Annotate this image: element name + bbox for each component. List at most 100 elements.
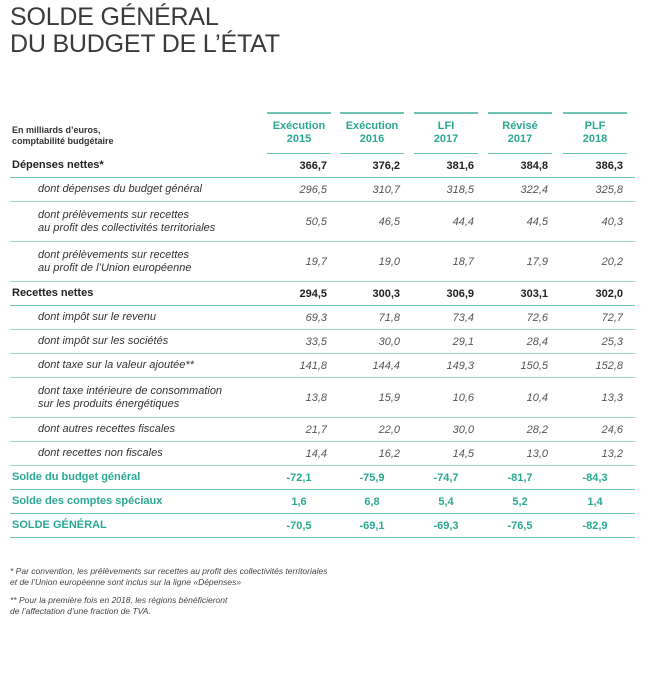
table-cell: 30,0 xyxy=(378,335,400,348)
table-cell: 6,8 xyxy=(364,495,380,508)
table-cell: 144,4 xyxy=(372,359,400,372)
table-cell: 28,2 xyxy=(526,423,548,436)
footnote-line: * Par convention, les prélèvements sur r… xyxy=(10,566,328,576)
row-label-line: dont recettes non fiscales xyxy=(38,447,163,459)
table-cell: 294,5 xyxy=(299,287,327,300)
table-cell: 19,0 xyxy=(378,255,400,268)
table-cell: 386,3 xyxy=(595,159,623,172)
row-label-line: dont taxe sur la valeur ajoutée** xyxy=(38,359,194,371)
row-label: dont impôt sur le revenu xyxy=(10,311,260,324)
table-cell: 149,3 xyxy=(446,359,474,372)
table-cell: 69,3 xyxy=(305,311,327,324)
table-cell: 1,6 xyxy=(291,495,307,508)
table-cell: 376,2 xyxy=(372,159,400,172)
table-row: dont impôt sur les sociétés 33,5 30,0 29,1 2… xyxy=(10,330,635,354)
row-label: dont prélèvements sur recettes au profit … xyxy=(10,209,260,235)
column-header-line: Exécution xyxy=(345,120,399,132)
unit-line-1: En milliards d’euros, xyxy=(12,125,101,135)
table-cell: 296,5 xyxy=(299,183,327,196)
column-header: Exécution 2015 xyxy=(267,112,331,154)
table-cell: 322,4 xyxy=(520,183,548,196)
column-header: Exécution 2016 xyxy=(340,112,404,154)
table-cell: -74,7 xyxy=(433,471,459,484)
table-cell: 5,4 xyxy=(438,495,454,508)
table-cell: 16,2 xyxy=(378,447,400,460)
table-cell: -81,7 xyxy=(507,471,533,484)
footnote-line: ** Pour la première fois en 2018, les ré… xyxy=(10,595,228,605)
row-label: dont dépenses du budget général xyxy=(10,183,260,196)
table-cell: -84,3 xyxy=(582,471,608,484)
row-label-line: dont prélèvements sur recettes xyxy=(38,208,190,221)
table-cell: 13,2 xyxy=(601,447,623,460)
table-row: dont impôt sur le revenu 69,3 71,8 73,4 72,6… xyxy=(10,306,635,330)
table-cell: 318,5 xyxy=(446,183,474,196)
table-cell: 141,8 xyxy=(299,359,327,372)
footnote: ** Pour la première fois en 2018, les ré… xyxy=(10,595,430,617)
table-row: dont prélèvements sur recettes au profit … xyxy=(10,242,635,282)
table-cell: 10,4 xyxy=(526,391,548,404)
row-label-line: sur les produits énergétiques xyxy=(38,397,180,410)
row-label-line: au profit de l’Union européenne xyxy=(38,261,192,274)
table-cell: 14,5 xyxy=(452,447,474,460)
table-cell: 303,1 xyxy=(520,287,548,300)
table-cell: 384,8 xyxy=(520,159,548,172)
table-cell: 72,6 xyxy=(526,311,548,324)
column-header-line: Exécution xyxy=(272,120,326,132)
table-cell: 14,4 xyxy=(305,447,327,460)
unit-label: En milliards d’euros, comptabilité budgé… xyxy=(12,125,114,147)
table-row: SOLDE GÉNÉRAL -70,5 -69,1 -69,3 -76,5 -82,9 xyxy=(10,514,635,538)
column-header-line: 2017 xyxy=(433,133,459,145)
unit-line-2: comptabilité budgétaire xyxy=(12,136,114,146)
table-cell: 30,0 xyxy=(452,423,474,436)
table-cell: 150,5 xyxy=(520,359,548,372)
table-row: dont prélèvements sur recettes au profit … xyxy=(10,202,635,242)
budget-table: En milliards d’euros, comptabilité budgé… xyxy=(10,112,635,538)
column-header: LFI 2017 xyxy=(414,112,478,154)
row-label: dont recettes non fiscales xyxy=(10,447,260,460)
table-cell: 366,7 xyxy=(299,159,327,172)
table-cell: 20,2 xyxy=(601,255,623,268)
page-title: SOLDE GÉNÉRAL DU BUDGET DE L’ÉTAT xyxy=(10,4,280,58)
table-row: Recettes nettes 294,5 300,3 306,9 303,1 302,0 xyxy=(10,282,635,306)
row-label-line: dont dépenses du budget général xyxy=(38,183,202,195)
table-cell: 19,7 xyxy=(305,255,327,268)
table-cell: 29,1 xyxy=(452,335,474,348)
table-cell: 5,2 xyxy=(512,495,528,508)
table-cell: 13,3 xyxy=(601,391,623,404)
row-label-line: dont impôt sur les sociétés xyxy=(38,335,169,347)
column-header-line: LFI xyxy=(437,120,455,132)
row-label-line: Recettes nettes xyxy=(12,287,94,299)
table-cell: -82,9 xyxy=(582,519,608,532)
row-label-line: au profit des collectivités territoriale… xyxy=(38,221,216,234)
row-label-line: dont impôt sur le revenu xyxy=(38,311,157,323)
row-label: dont autres recettes fiscales xyxy=(10,423,260,436)
table-cell: 1,4 xyxy=(587,495,603,508)
footnote: * Par convention, les prélèvements sur r… xyxy=(10,566,430,588)
table-cell: 21,7 xyxy=(305,423,327,436)
table-cell: 50,5 xyxy=(305,215,327,228)
row-label: SOLDE GÉNÉRAL xyxy=(10,519,260,532)
table-cell: 44,5 xyxy=(526,215,548,228)
title-line-1: SOLDE GÉNÉRAL xyxy=(10,3,219,31)
table-cell: 13,0 xyxy=(526,447,548,460)
table-row: dont recettes non fiscales 14,4 16,2 14,5 13… xyxy=(10,442,635,466)
table-row: dont dépenses du budget général 296,5 310,… xyxy=(10,178,635,202)
table-cell: 381,6 xyxy=(446,159,474,172)
table-cell: 310,7 xyxy=(372,183,400,196)
row-label: Solde des comptes spéciaux xyxy=(10,495,260,508)
table-cell: -69,1 xyxy=(359,519,385,532)
footnotes: * Par convention, les prélèvements sur r… xyxy=(10,566,430,624)
column-header: PLF 2018 xyxy=(563,112,627,154)
column-header-line: Révisé xyxy=(502,120,538,132)
table-cell: 10,6 xyxy=(452,391,474,404)
table-row: dont taxe intérieure de consommation sur … xyxy=(10,378,635,418)
table-cell: 40,3 xyxy=(601,215,623,228)
footnote-line: de l’affectation d’une fraction de TVA. xyxy=(10,606,151,616)
table-row: dont autres recettes fiscales 21,7 22,0 30,… xyxy=(10,418,635,442)
table-cell: 73,4 xyxy=(452,311,474,324)
table-row: dont taxe sur la valeur ajoutée** 141,8 14… xyxy=(10,354,635,378)
title-line-2: DU BUDGET DE L’ÉTAT xyxy=(10,30,280,58)
table-cell: 17,9 xyxy=(526,255,548,268)
row-label-line: Dépenses nettes* xyxy=(12,159,104,171)
row-label: Dépenses nettes* xyxy=(10,159,260,172)
